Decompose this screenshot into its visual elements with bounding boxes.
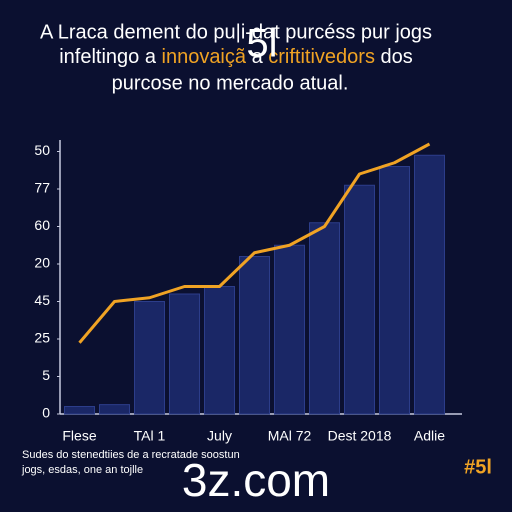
title-line: purcose no mercado atual. [112,72,349,94]
y-tick-label: 45 [34,292,50,308]
bar [134,301,165,415]
bar [274,244,305,415]
x-tick-label: July [207,428,232,444]
y-tick-label: 5 [42,367,50,383]
y-tick-label: 25 [34,330,50,346]
bar [239,256,270,415]
x-tick-label: Adlie [414,428,445,444]
x-tick-label: MAl 72 [268,428,312,444]
x-tick-label: Dest 2018 [328,428,392,444]
y-tick-label: 60 [34,217,50,233]
x-tick-label: Flese [62,428,96,444]
title-highlight: criftitivedors [268,46,375,68]
bar [64,406,95,415]
bar [414,154,445,415]
title-part: a [252,46,269,68]
footer-line: jogs, esdas, one an tojlle [21,464,143,476]
y-tick-label: 50 [34,142,50,158]
badge: #5l [464,456,492,478]
watermark: 3z.com [182,454,330,506]
line [78,142,431,344]
title-highlight: innovaiçã [162,46,247,68]
bar [204,286,235,415]
overlay-text: 5l [246,22,277,66]
title-line: infeltingo a innovaiçã a criftitivedors … [59,46,413,68]
y-tick-label: 0 [42,405,50,421]
x-tick-label: TAl 1 [134,428,166,444]
bar [169,293,200,415]
bar [309,222,340,415]
bar [99,404,130,415]
bar [379,166,410,415]
title-line: A Lraca dement do pu|i-dat purcéss pur j… [40,21,432,43]
y-tick-label: 77 [34,180,50,196]
plot: 0 5 25 45 20 60 77 50 Flese TAl 1 July MAl 72 Dest 2… [34,142,445,444]
title-part: dos [375,46,413,68]
bar [344,184,375,415]
title-part: infeltingo a [59,46,161,68]
y-tick-label: 20 [34,255,50,271]
footer-line: Sudes do stenedtiies de a recratade soos… [22,449,240,461]
